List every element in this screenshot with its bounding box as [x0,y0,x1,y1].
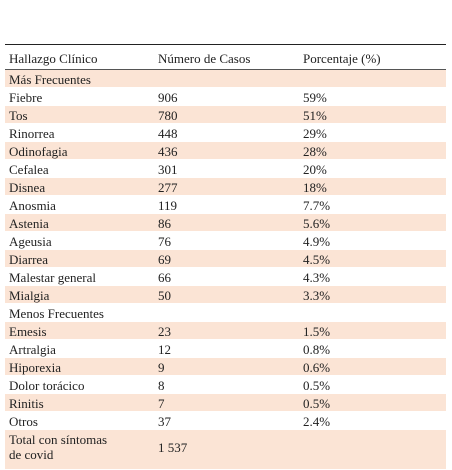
table-cell: 51% [303,108,327,123]
table-cell: 448 [158,126,178,141]
table-cell: Rinitis [9,396,44,411]
table-row: Malestar general 66 4.3% [5,268,446,286]
table-cell: Odinofagia [9,144,68,159]
header-cell: Número de Casos [158,51,251,66]
table-row: Ageusia 76 4.9% [5,232,446,250]
table-row: Emesis 23 1.5% [5,322,446,340]
table: Hallazgo Clínico Número de Casos Porcentaj… [5,44,446,470]
table-cell: 4.3% [303,270,331,285]
table-cell: 0.6% [303,360,331,375]
table-cell: Dolor torácico [9,378,85,393]
table-row: Total con síntomas de covid 1 537 [5,430,446,470]
table-cell: 0.5% [303,396,331,411]
table-cell: Tos [9,108,28,123]
table-cell: 780 [158,108,178,123]
table-cell: 301 [158,162,178,177]
table-cell: Diarrea [9,252,48,267]
table-cell: 1 537 [158,440,188,455]
header-cell: Hallazgo Clínico [9,51,98,66]
table-cell: 4.9% [303,234,331,249]
table-cell: 66 [158,270,171,285]
table-cell: Hiporexia [9,360,61,375]
table-cell: Mialgia [9,288,50,303]
table-row: Artralgia 12 0.8% [5,340,446,358]
table-cell: Astenia [9,216,49,231]
table-cell: 20% [303,162,327,177]
table-row: Diarrea 69 4.5% [5,250,446,268]
table-cell: Otros [9,414,38,429]
table-cell: 7.7% [303,198,331,213]
table-cell: Malestar general [9,270,96,285]
table-cell: Artralgia [9,342,56,357]
table-cell: 76 [158,234,171,249]
table-cell: 1.5% [303,324,331,339]
table-cell: 23 [158,324,171,339]
table-row: Dolor torácico 8 0.5% [5,376,446,394]
table-cell: 4.5% [303,252,331,267]
table-row: Tos 780 51% [5,106,446,124]
table-cell: Más Frecuentes [9,72,91,87]
table-cell: 86 [158,216,171,231]
table-row: Cefalea 301 20% [5,160,446,178]
table-row: Rinitis 7 0.5% [5,394,446,412]
table-cell: 436 [158,144,178,159]
table-cell: 28% [303,144,327,159]
table-row: Disnea 277 18% [5,178,446,196]
table-cell: Ageusia [9,234,52,249]
table-row: Otros 37 2.4% [5,412,446,430]
table-row: Astenia 86 5.6% [5,214,446,232]
table-row: Odinofagia 436 28% [5,142,446,160]
header-row: Hallazgo Clínico Número de Casos Porcentaj… [5,45,446,70]
table-cell: Fiebre [9,90,43,105]
table-cell: Emesis [9,324,47,339]
table-cell: 2.4% [303,414,331,429]
table-cell: Disnea [9,180,46,195]
table-cell: 0.5% [303,378,331,393]
table-row: Fiebre 906 59% [5,88,446,106]
table-cell: Total con síntomas de covid [9,432,108,462]
table-row: Hiporexia 9 0.6% [5,358,446,376]
table-row: Rinorrea 448 29% [5,124,446,142]
table-cell: 119 [158,198,178,213]
table-cell: 12 [158,342,171,357]
table-cell: 3.3% [303,288,331,303]
table-cell: Cefalea [9,162,49,177]
table-cell: 277 [158,180,178,195]
table-cell: Anosmia [9,198,56,213]
table-cell: 50 [158,288,171,303]
table-cell: 29% [303,126,327,141]
section-row: Más Frecuentes [5,70,446,88]
table-cell: 906 [158,90,178,105]
header-cell: Porcentaje (%) [303,51,381,66]
table-cell: 5.6% [303,216,331,231]
table-cell: Rinorrea [9,126,55,141]
table-cell: 8 [158,378,165,393]
table-cell: 7 [158,396,165,411]
section-row: Menos Frecuentes [5,304,446,322]
page: Hallazgo Clínico Número de Casos Porcentaj… [5,44,446,470]
table-row: Anosmia 119 7.7% [5,196,446,214]
table-cell: 69 [158,252,171,267]
table-cell: 18% [303,180,327,195]
table-cell: 0.8% [303,342,331,357]
table-cell: Menos Frecuentes [9,306,104,321]
table-row: Mialgia 50 3.3% [5,286,446,304]
table-cell: 37 [158,414,171,429]
table-cell: 9 [158,360,165,375]
table-cell: 59% [303,90,327,105]
